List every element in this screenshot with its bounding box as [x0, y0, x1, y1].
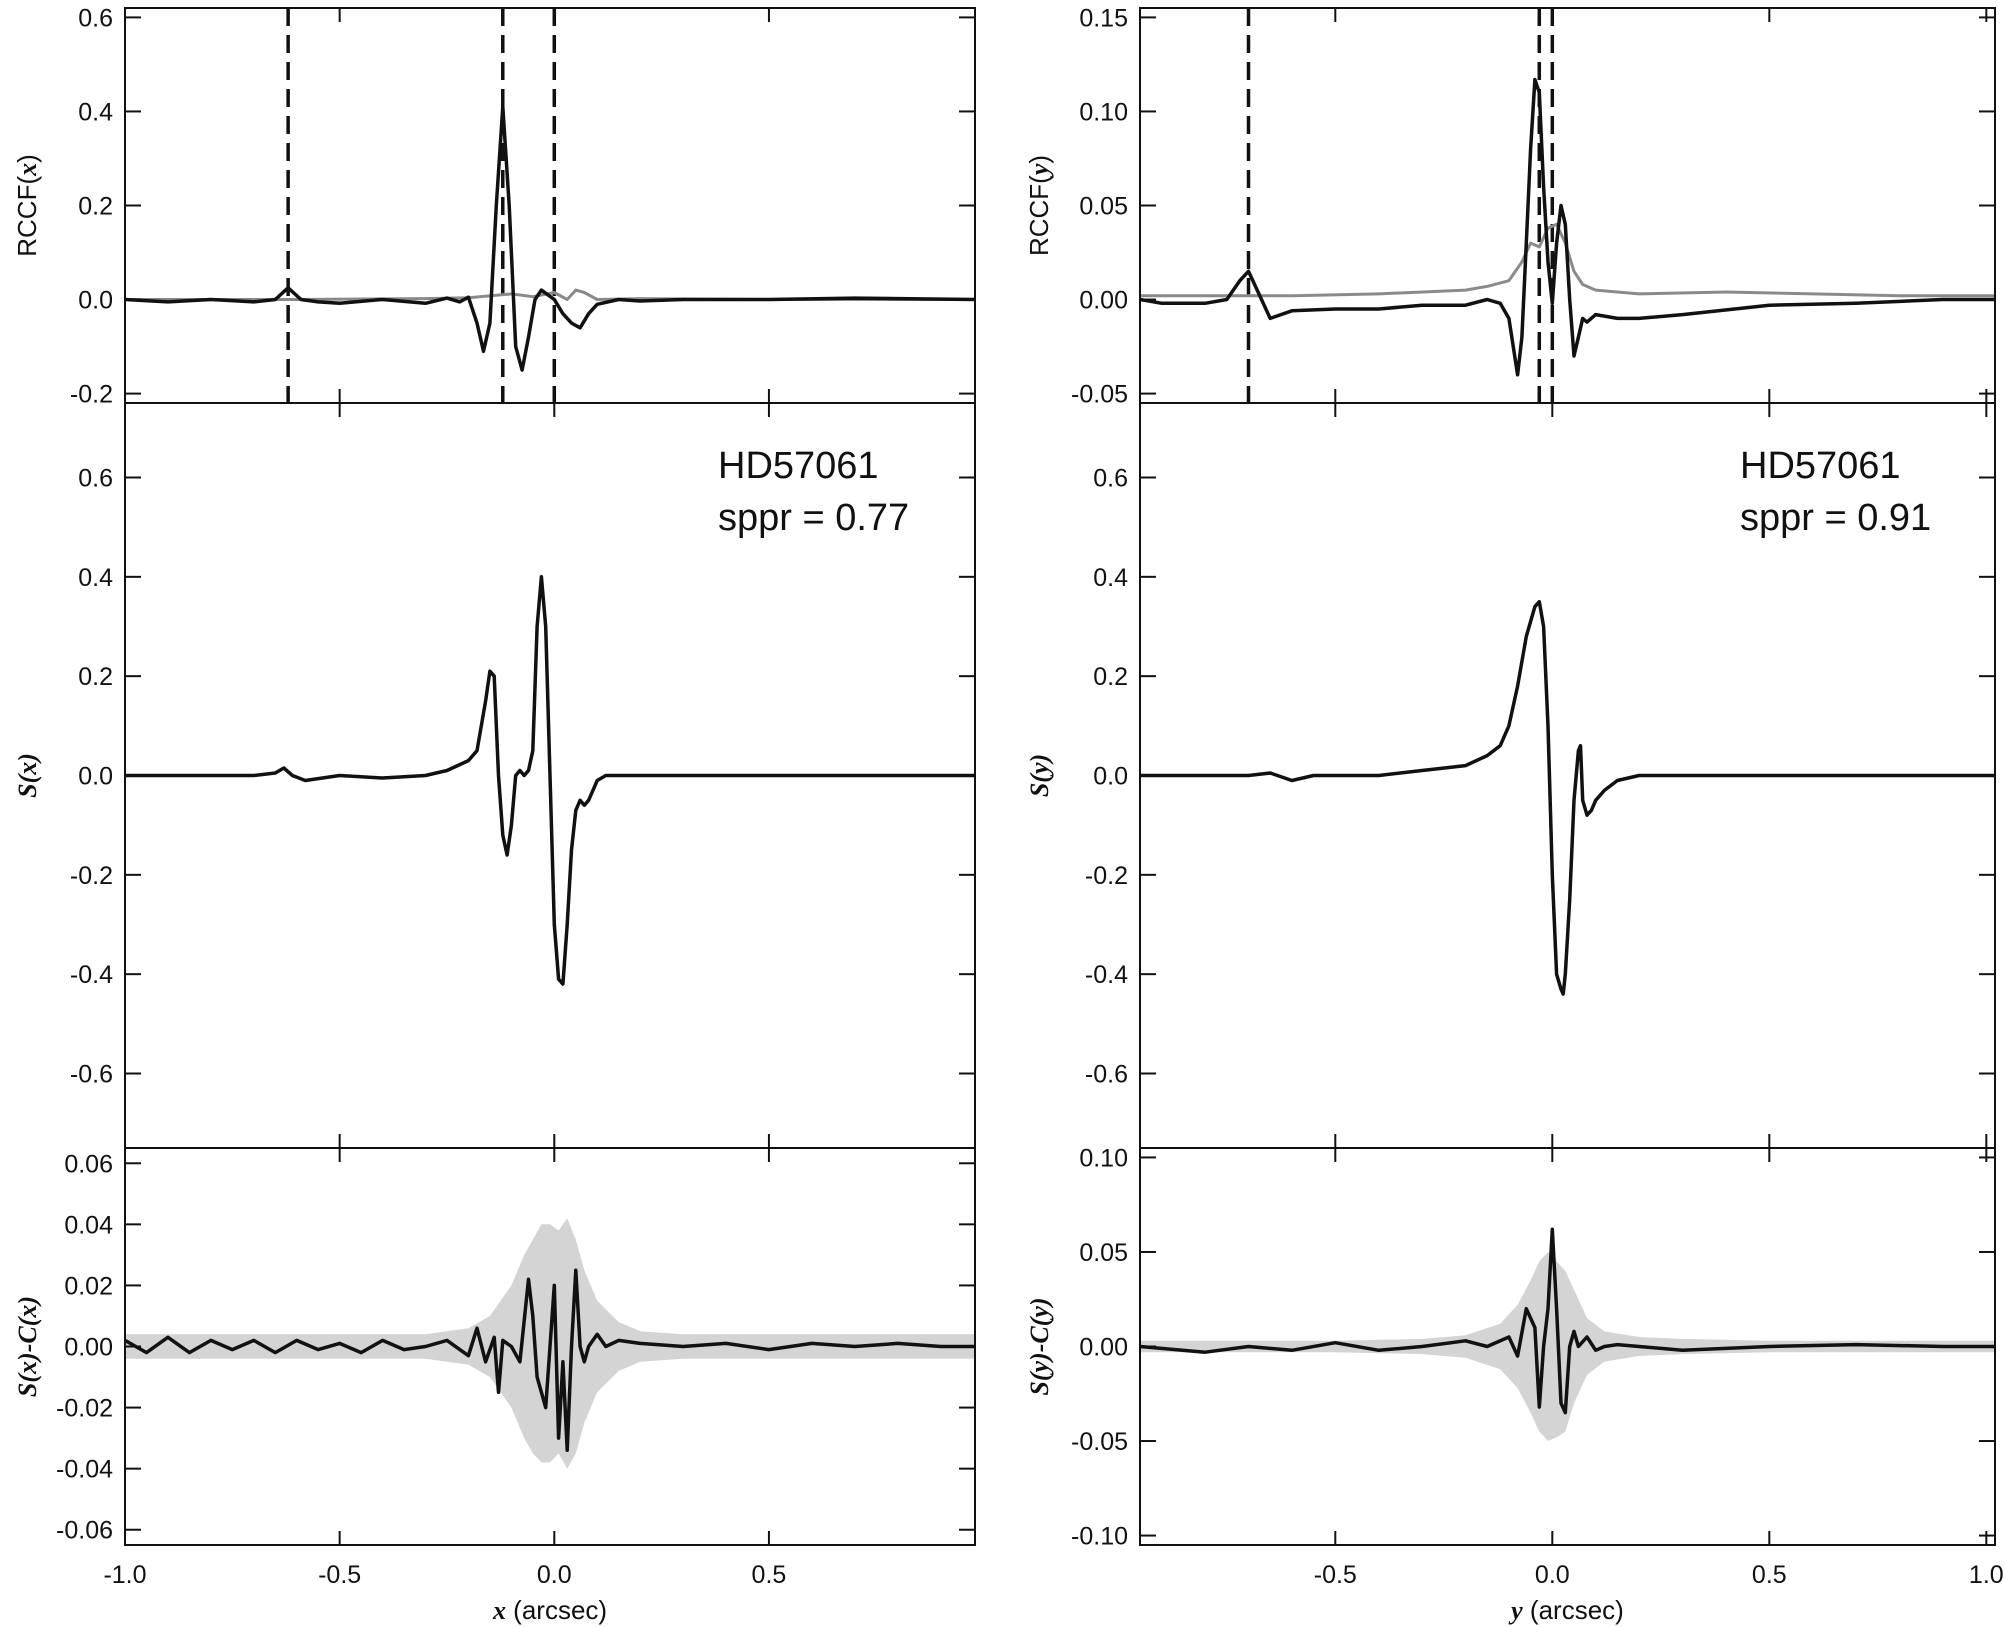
panel-y-signal-ylabel: S(y)	[1025, 754, 1054, 797]
panel-y-residual-error-band	[1140, 1252, 1995, 1441]
xaxis-y-label: y (arcsec)	[1508, 1595, 1624, 1625]
xaxis-y-tick-label: 1.0	[1969, 1561, 2004, 1589]
panel-x-rccf-ytick-label: 0.0	[78, 287, 113, 315]
xaxis-x-tick-label: -1.0	[103, 1561, 146, 1589]
panel-x-rccf-frame	[124, 7, 976, 404]
panel-y-signal-annotation-0: HD57061	[1740, 445, 1901, 487]
panel-x-residual-ylabel: S(x)-C(x)	[13, 1296, 42, 1397]
panel-x-signal-annotation-1: sppr = 0.77	[718, 497, 909, 539]
panel-y-signal-ytick-label: -0.2	[1085, 862, 1128, 890]
panel-x-residual-plot-area	[125, 1218, 975, 1469]
panel-x-signal-ytick-label: 0.4	[78, 564, 113, 592]
panel-x-residual-ytick-label: 0.04	[64, 1211, 113, 1239]
panel-y-signal-ytick-label: 0.4	[1093, 564, 1128, 592]
panel-x-signal-plot-area	[125, 575, 975, 986]
xaxis-x-label: x (arcsec)	[492, 1595, 607, 1625]
panel-y-rccf-ytick-label: 0.00	[1079, 287, 1128, 315]
panel-x-residual-ytick-label: -0.06	[56, 1517, 113, 1545]
chart-column-y: -0.05 0.00 0.05 0.10 0.15 RCCF(y) -0.6 -0.4 -0.2…	[1024, 4, 2004, 1625]
panel-x-residual-ytick-label: 0.02	[64, 1272, 113, 1300]
panel-x-signal-ytick-label: 0.2	[78, 663, 113, 691]
panel-y-signal-series-0	[1140, 599, 1995, 996]
panel-x-signal-ytick-label: -0.6	[70, 1061, 113, 1089]
panel-y-rccf-series-1	[1140, 77, 1995, 377]
panel-y-residual-ytick-label: -0.05	[1071, 1428, 1128, 1456]
panel-x-residual-ytick-label: 0.06	[64, 1150, 113, 1178]
panel-y-rccf-ytick-label: -0.05	[1071, 381, 1128, 409]
panel-x-rccf: -0.2 0.0 0.2 0.4 0.6 RCCF(x)	[12, 4, 976, 409]
panel-y-rccf-series-0	[1140, 222, 1995, 298]
xaxis-y-tick-label: 0.0	[1535, 1561, 1570, 1589]
panel-x-rccf-ylabel: RCCF(x)	[12, 154, 42, 257]
panel-y-signal-ytick-label: 0.2	[1093, 663, 1128, 691]
panel-x-residual-series-0	[125, 1268, 975, 1453]
panel-y-residual-plot-area	[1140, 1227, 1995, 1441]
panel-y-signal-plot-area	[1140, 599, 1995, 996]
panel-y-residual-ytick-label: -0.10	[1071, 1523, 1128, 1551]
panel-y-rccf-ytick-label: 0.10	[1079, 98, 1128, 126]
panel-y-residual-ytick-label: 0.05	[1079, 1239, 1128, 1267]
panel-x-rccf-plot-area	[125, 8, 975, 403]
panel-x-residual: -0.06 -0.04 -0.02 0.00 0.02 0.04 0.06 S(x)-C(x)	[13, 1147, 976, 1546]
panel-x-signal-ytick-label: 0.0	[78, 763, 113, 791]
panel-x-residual-ytick-label: -0.04	[56, 1456, 113, 1484]
panel-y-rccf-plot-area	[1140, 8, 1995, 403]
panel-y-residual: -0.10 -0.05 0.00 0.05 0.10 S(y)-C(y)	[1025, 1144, 1996, 1551]
xaxis-x-tick-label: 0.0	[537, 1561, 572, 1589]
panel-y-residual-ytick-label: 0.10	[1079, 1144, 1128, 1172]
panel-x-residual-ytick-label: 0.00	[64, 1334, 113, 1362]
panel-y-signal-ytick-label: 0.0	[1093, 763, 1128, 791]
xaxis-x-tick-label: 0.5	[752, 1561, 787, 1589]
panel-y-residual-series-0	[1140, 1227, 1995, 1415]
panel-y-signal-ytick-label: -0.4	[1085, 961, 1128, 989]
panel-y-rccf: -0.05 0.00 0.05 0.10 0.15 RCCF(y)	[1024, 4, 1996, 409]
panel-x-signal-ylabel: S(x)	[13, 753, 42, 798]
panel-x-signal-ytick-label: -0.2	[70, 862, 113, 890]
panel-y-signal-annotation-1: sppr = 0.91	[1740, 497, 1931, 539]
panel-y-rccf-ytick-label: 0.15	[1079, 4, 1128, 32]
panel-y-signal: -0.6 -0.4 -0.2 0.0 0.2 0.4 0.6 S(y) HD57061 sppr …	[1025, 402, 1996, 1149]
panel-x-rccf-ytick-label: 0.2	[78, 193, 113, 221]
panel-y-rccf-ytick-label: 0.05	[1079, 193, 1128, 221]
panel-x-rccf-series-1	[125, 105, 975, 372]
panel-x-signal-series-0	[125, 575, 975, 986]
panel-x-rccf-ytick-label: -0.2	[70, 381, 113, 409]
panel-x-rccf-ytick-label: 0.4	[78, 98, 113, 126]
panel-x-signal-annotation-0: HD57061	[718, 445, 879, 487]
panel-y-rccf-ylabel: RCCF(y)	[1024, 155, 1054, 256]
panel-x-signal: -0.6 -0.4 -0.2 0.0 0.2 0.4 0.6 S(x) HD57061 sppr …	[13, 402, 976, 1149]
panel-x-signal-ytick-label: -0.4	[70, 961, 113, 989]
panel-y-residual-ytick-label: 0.00	[1079, 1334, 1128, 1362]
panel-y-residual-ylabel: S(y)-C(y)	[1025, 1297, 1054, 1395]
panel-x-signal-ytick-label: 0.6	[78, 465, 113, 493]
xaxis-x-tick-label: -0.5	[318, 1561, 361, 1589]
chart-column-x: -0.2 0.0 0.2 0.4 0.6 RCCF(x) -0.6 -0.4 -0.2 0.0 0.…	[12, 4, 976, 1625]
xaxis-y-tick-label: -0.5	[1314, 1561, 1357, 1589]
xaxis-y-tick-label: 0.5	[1752, 1561, 1787, 1589]
panel-x-residual-ytick-label: -0.02	[56, 1395, 113, 1423]
panel-x-rccf-ytick-label: 0.6	[78, 4, 113, 32]
panel-y-signal-ytick-label: 0.6	[1093, 465, 1128, 493]
panel-y-rccf-frame	[1139, 7, 1996, 404]
panel-y-signal-ytick-label: -0.6	[1085, 1061, 1128, 1089]
